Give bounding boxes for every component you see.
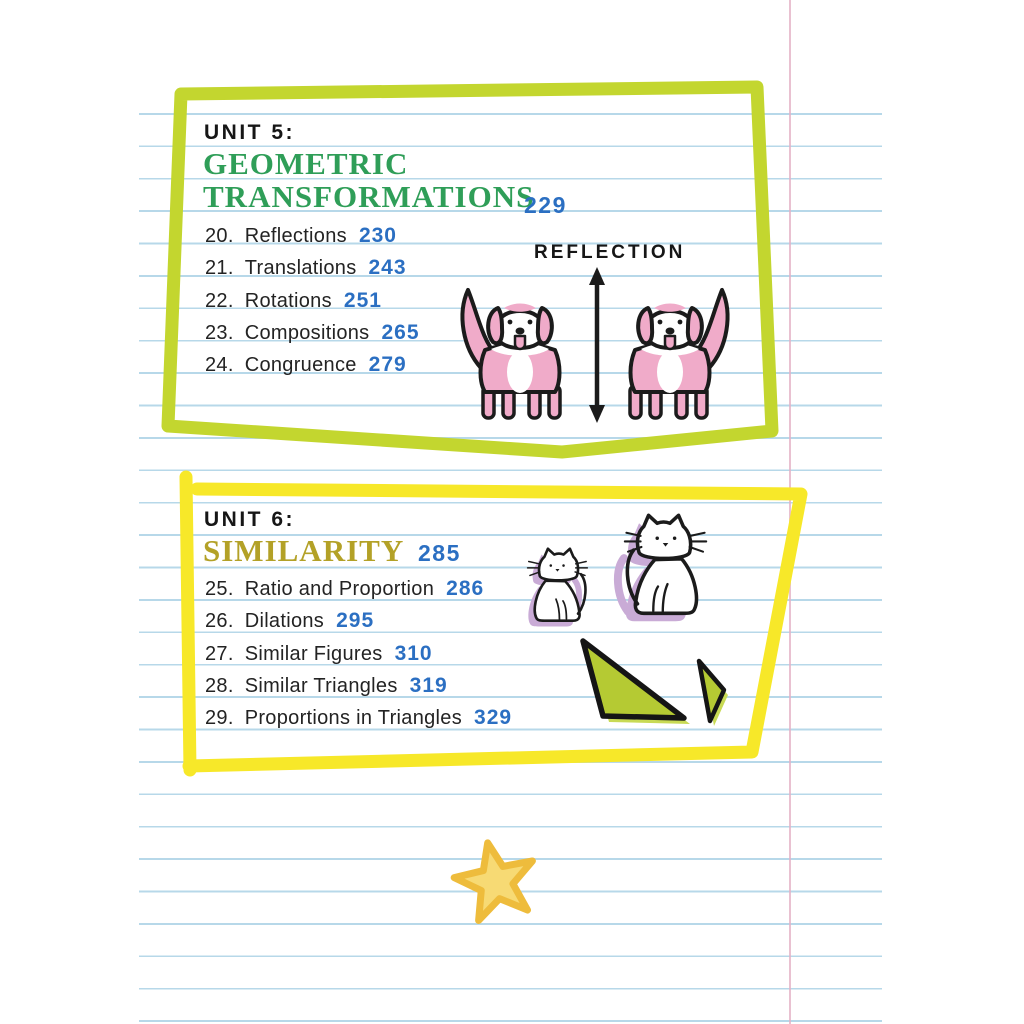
- chapter-number: 28.: [205, 675, 234, 697]
- chapter-page: 251: [343, 289, 382, 312]
- margin-line: [789, 0, 791, 1024]
- chapter-page: 243: [368, 256, 407, 279]
- chapter-title: Reflections: [244, 225, 347, 247]
- chapter-row: 28. Similar Triangles 319: [205, 674, 448, 698]
- chapter-number: 27.: [205, 643, 234, 665]
- unit6-label: UNIT 6:: [204, 508, 295, 531]
- chapter-row: 23. Compositions 265: [205, 321, 420, 345]
- chapter-title: Rotations: [244, 290, 332, 312]
- chapter-number: 23.: [205, 322, 234, 344]
- unit5-title-line2: TRANSFORMATIONS: [203, 179, 535, 214]
- unit5-title-line1: GEOMETRIC: [203, 146, 409, 181]
- chapter-title: Dilations: [244, 610, 325, 632]
- unit5-page-number: 229: [524, 192, 567, 218]
- chapter-page: 295: [336, 609, 375, 632]
- chapter-page: 265: [381, 321, 420, 344]
- chapter-title: Congruence: [244, 354, 357, 376]
- chapter-row: 24. Congruence 279: [205, 353, 407, 377]
- chapter-title: Similar Triangles: [244, 675, 398, 697]
- chapter-title: Translations: [244, 257, 357, 279]
- chapter-row: 29. Proportions in Triangles 329: [205, 706, 512, 730]
- chapter-number: 29.: [205, 707, 234, 729]
- unit6-title: SIMILARITY: [203, 533, 405, 568]
- chapter-row: 22. Rotations 251: [205, 289, 382, 313]
- chapter-page: 230: [358, 224, 397, 247]
- chapter-row: 26. Dilations 295: [205, 609, 374, 633]
- chapter-title: Ratio and Proportion: [244, 578, 435, 600]
- chapter-number: 26.: [205, 610, 234, 632]
- chapter-row: 25. Ratio and Proportion 286: [205, 577, 484, 601]
- chapter-number: 20.: [205, 225, 234, 247]
- reflection-caption: REFLECTION: [534, 242, 686, 263]
- chapter-row: 27. Similar Figures 310: [205, 642, 433, 666]
- chapter-page: 319: [409, 674, 448, 697]
- ruled-lines: [139, 113, 882, 1024]
- unit5-label: UNIT 5:: [204, 121, 295, 144]
- chapter-title: Compositions: [244, 322, 370, 344]
- chapter-page: 286: [446, 577, 485, 600]
- chapter-page: 310: [394, 642, 433, 665]
- chapter-page: 329: [474, 706, 513, 729]
- chapter-row: 21. Translations 243: [205, 256, 407, 280]
- chapter-number: 22.: [205, 290, 234, 312]
- chapter-title: Proportions in Triangles: [244, 707, 463, 729]
- unit6-page-number: 285: [418, 540, 461, 566]
- chapter-row: 20. Reflections 230: [205, 224, 397, 248]
- chapter-title: Similar Figures: [244, 643, 383, 665]
- chapter-page: 279: [368, 353, 407, 376]
- chapter-number: 21.: [205, 257, 234, 279]
- chapter-number: 24.: [205, 354, 234, 376]
- unit5-title: GEOMETRIC TRANSFORMATIONS: [203, 147, 534, 213]
- chapter-number: 25.: [205, 578, 234, 600]
